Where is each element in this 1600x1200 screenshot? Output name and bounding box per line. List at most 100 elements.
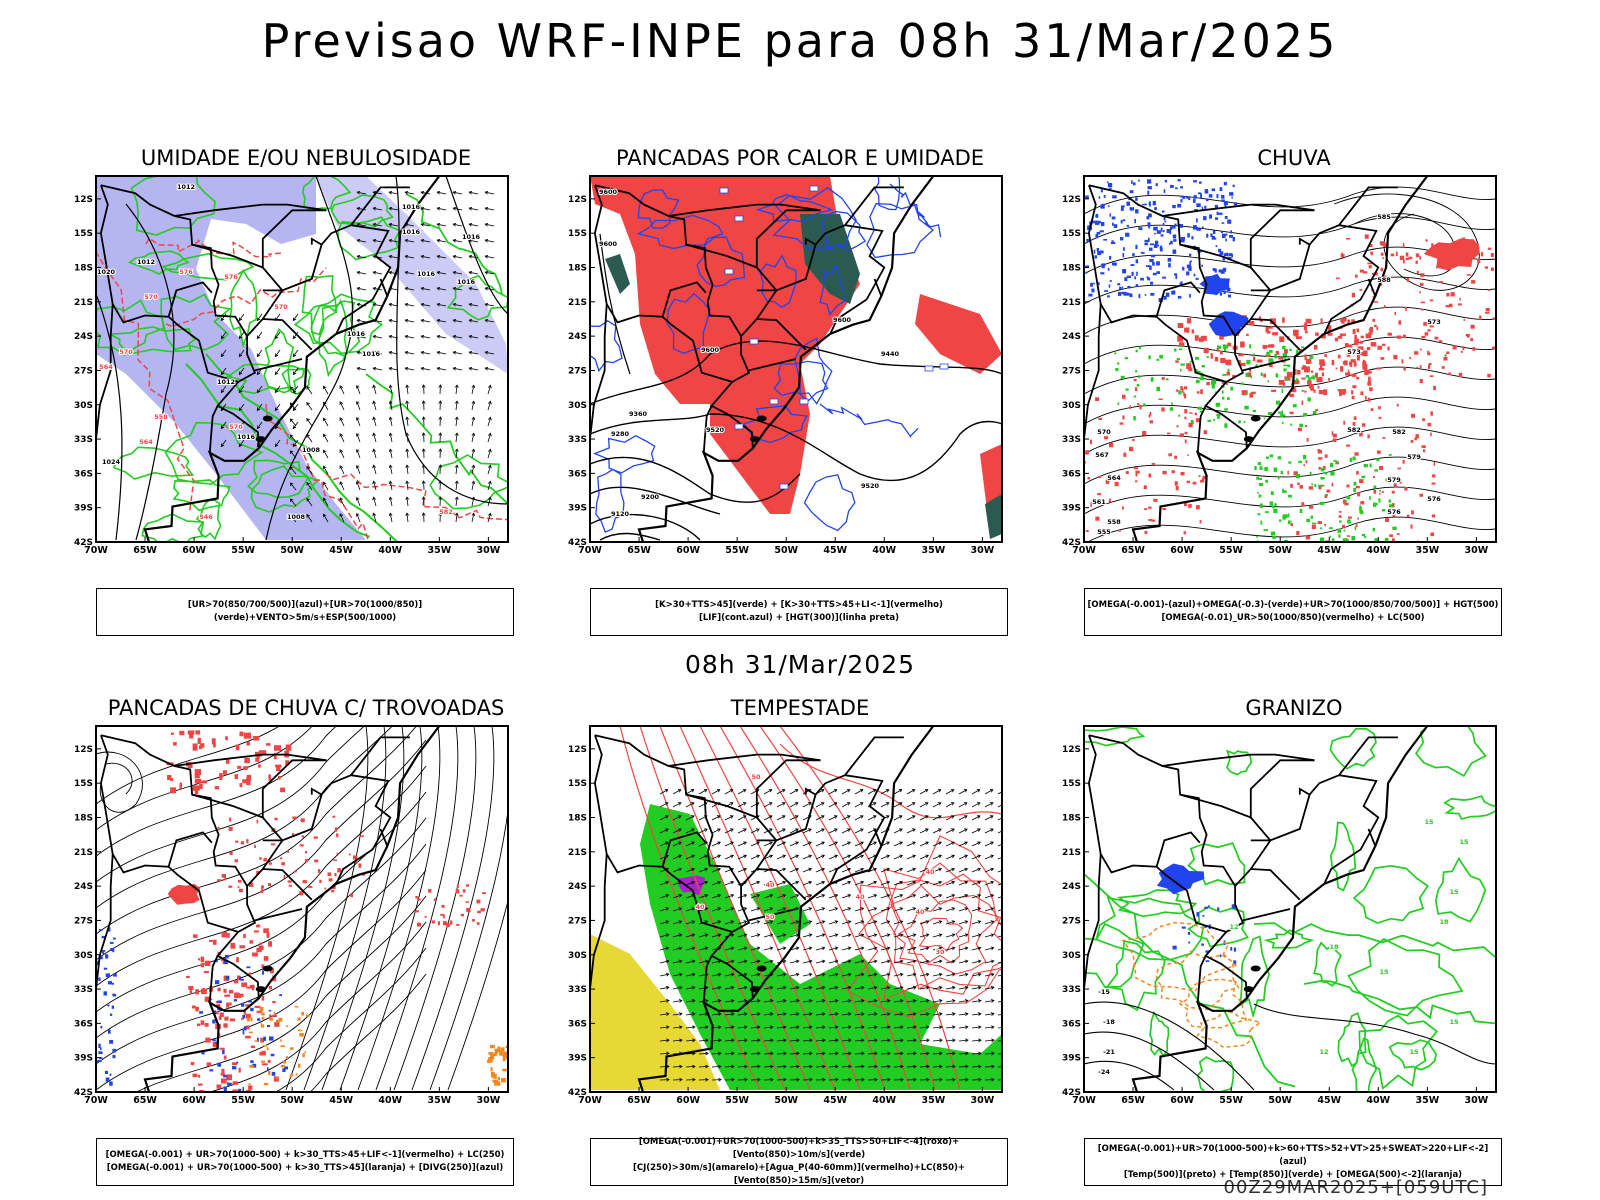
lon-tick-label: 30W	[1465, 1095, 1489, 1106]
lon-tick-label: 45W	[329, 545, 353, 556]
map-granizo[interactable]: 15 15 15 18 12 15 18 -15 -18 -21 -24 12 15 15 12S 15S 18…	[1054, 724, 1534, 1134]
lat-tick-label: 15S	[568, 229, 587, 239]
lon-tick-label: 40W	[872, 1095, 896, 1106]
lat-tick-label: 21S	[1062, 298, 1081, 308]
contour-marker	[809, 185, 819, 192]
contour-label: 576	[1387, 508, 1401, 516]
lon-tick-label: 50W	[1268, 1095, 1292, 1106]
lat-tick-label: 42S	[568, 538, 587, 548]
lat-tick-label: 21S	[1062, 848, 1081, 858]
lon-tick-label: 70W	[578, 545, 602, 556]
legend-line: [OMEGA(-0.001) + UR>70(1000-500) + k>30_…	[106, 1163, 504, 1173]
legend-box: [K>30+TTS>45](verde) + [K>30+TTS>45+LI<-…	[590, 588, 1008, 636]
legend-line: [OMEGA(-0.001)+UR>70(1000-500)+k>60+TTS>…	[1097, 1143, 1489, 1167]
contour-label: 18	[1329, 943, 1339, 951]
contour-label: 558	[1107, 518, 1121, 526]
lon-tick-label: 40W	[378, 545, 402, 556]
contour-label: -15	[1098, 988, 1110, 996]
contour-label: 1016	[462, 233, 481, 241]
lon-tick-label: 50W	[1268, 545, 1292, 556]
lat-tick-label: 30S	[568, 951, 587, 961]
lat-tick-label: 30S	[74, 401, 93, 411]
lat-tick-label: 18S	[568, 814, 587, 824]
lon-tick-label: 40W	[1366, 545, 1390, 556]
contour-label: 1008	[302, 446, 321, 454]
contour-label: 558	[154, 413, 168, 421]
lon-tick-label: 35W	[921, 1095, 945, 1106]
map-chuva[interactable]: 585 588 582 579 576 573 570 567 564 561 558 555 582 5…	[1054, 174, 1534, 584]
contour-label: 9600	[599, 188, 618, 196]
contour-label: 15	[1424, 818, 1434, 826]
contour-label: 12	[1229, 923, 1238, 931]
contour-label: 588	[1377, 276, 1391, 284]
lat-tick-label: 30S	[1062, 951, 1081, 961]
contour-label: 564	[99, 363, 113, 371]
panel-title: GRANIZO	[1245, 696, 1343, 720]
lat-tick-label: 12S	[1062, 745, 1081, 755]
legend-line: [OMEGA(-0.001)-(azul)+OMEGA(-0.3)-(verde…	[1087, 600, 1499, 610]
contour-label: 40	[695, 903, 705, 911]
legend-box: [OMEGA(-0.001)+UR>70(1000-500)+k>60+TTS>…	[1084, 1138, 1502, 1186]
lat-tick-label: 27S	[74, 916, 93, 926]
lat-tick-label: 39S	[74, 504, 93, 514]
contour-marker	[939, 363, 949, 370]
map-tempestade[interactable]: 50 40 40 50 40 40 40 30 12S 15S 18S 21S 24S 27S 30S 33S…	[560, 724, 1040, 1134]
contour-label: 570	[274, 303, 288, 311]
lon-tick-label: 35W	[1415, 545, 1439, 556]
lon-tick-label: 50W	[280, 545, 304, 556]
map-umidade[interactable]: 1012 1016 1016 1016 1016 1020 1012 1016 1016 1024…	[66, 174, 546, 584]
lat-tick-label: 27S	[568, 366, 587, 376]
contour-label: 555	[1097, 528, 1111, 536]
legend-line: [OMEGA(-0.01)_UR>50(1000/850)(vermelho) …	[1161, 613, 1425, 623]
lat-tick-label: 39S	[568, 504, 587, 514]
contour-label: 1012	[217, 378, 235, 386]
lat-tick-label: 21S	[74, 298, 93, 308]
lon-tick-label: 35W	[1415, 1095, 1439, 1106]
contour-label: 564	[1107, 474, 1121, 482]
contour-label: 15	[1459, 838, 1469, 846]
lat-tick-label: 36S	[1062, 1019, 1081, 1029]
contour-label: 1024	[102, 458, 121, 466]
contour-label: 582	[439, 508, 453, 516]
section-timestamp: 08h 31/Mar/2025	[684, 650, 916, 679]
contour-marker	[734, 215, 744, 222]
legend-box: [OMEGA(-0.001)+UR>70(1000-500)+k>35_TTS>…	[590, 1137, 1008, 1186]
lat-tick-label: 33S	[568, 435, 587, 445]
lat-tick-label: 18S	[1062, 264, 1081, 274]
page-title: Previsao WRF-INPE para 08h 31/Mar/2025	[261, 14, 1339, 68]
lat-tick-label: 24S	[1062, 882, 1081, 892]
contour-label: 30	[935, 948, 945, 956]
lon-tick-label: 35W	[427, 1095, 451, 1106]
lat-tick-label: 15S	[74, 779, 93, 789]
contour-marker	[924, 365, 934, 372]
contour-label: 9360	[629, 410, 648, 418]
contour-label: 1016	[417, 270, 436, 278]
contour-label: 9440	[881, 350, 900, 358]
lat-tick-label: 30S	[568, 401, 587, 411]
contour-marker	[719, 187, 729, 194]
map-pancadas-calor[interactable]: 9600 9600 9600 9600 9440 9360 9280 9520 9200 9120…	[560, 174, 1040, 584]
contour-label: 576	[1427, 495, 1441, 503]
contour-label: 9600	[701, 346, 720, 354]
lon-tick-label: 70W	[84, 545, 108, 556]
lat-tick-label: 12S	[74, 745, 93, 755]
lon-tick-label: 65W	[133, 545, 157, 556]
contour-label: 1016	[402, 228, 421, 236]
lat-tick-label: 24S	[74, 332, 93, 342]
lon-tick-label: 55W	[725, 545, 749, 556]
lon-tick-label: 60W	[182, 1095, 206, 1106]
contour-label: 570	[119, 348, 133, 356]
contour-label: 1016	[237, 433, 256, 441]
lat-tick-label: 30S	[74, 951, 93, 961]
legend-line: [Temp(500)](preto) + [Temp(850)](verde) …	[1123, 1169, 1463, 1180]
lat-tick-label: 15S	[1062, 229, 1081, 239]
contour-marker	[749, 338, 759, 345]
contour-label: 15	[1379, 968, 1389, 976]
lon-tick-label: 45W	[1317, 1095, 1341, 1106]
contour-label: 570	[229, 423, 243, 431]
lat-tick-label: 27S	[74, 366, 93, 376]
lon-tick-label: 50W	[774, 545, 798, 556]
contour-label: 15	[1449, 1018, 1459, 1026]
contour-label: 1012	[177, 183, 195, 191]
